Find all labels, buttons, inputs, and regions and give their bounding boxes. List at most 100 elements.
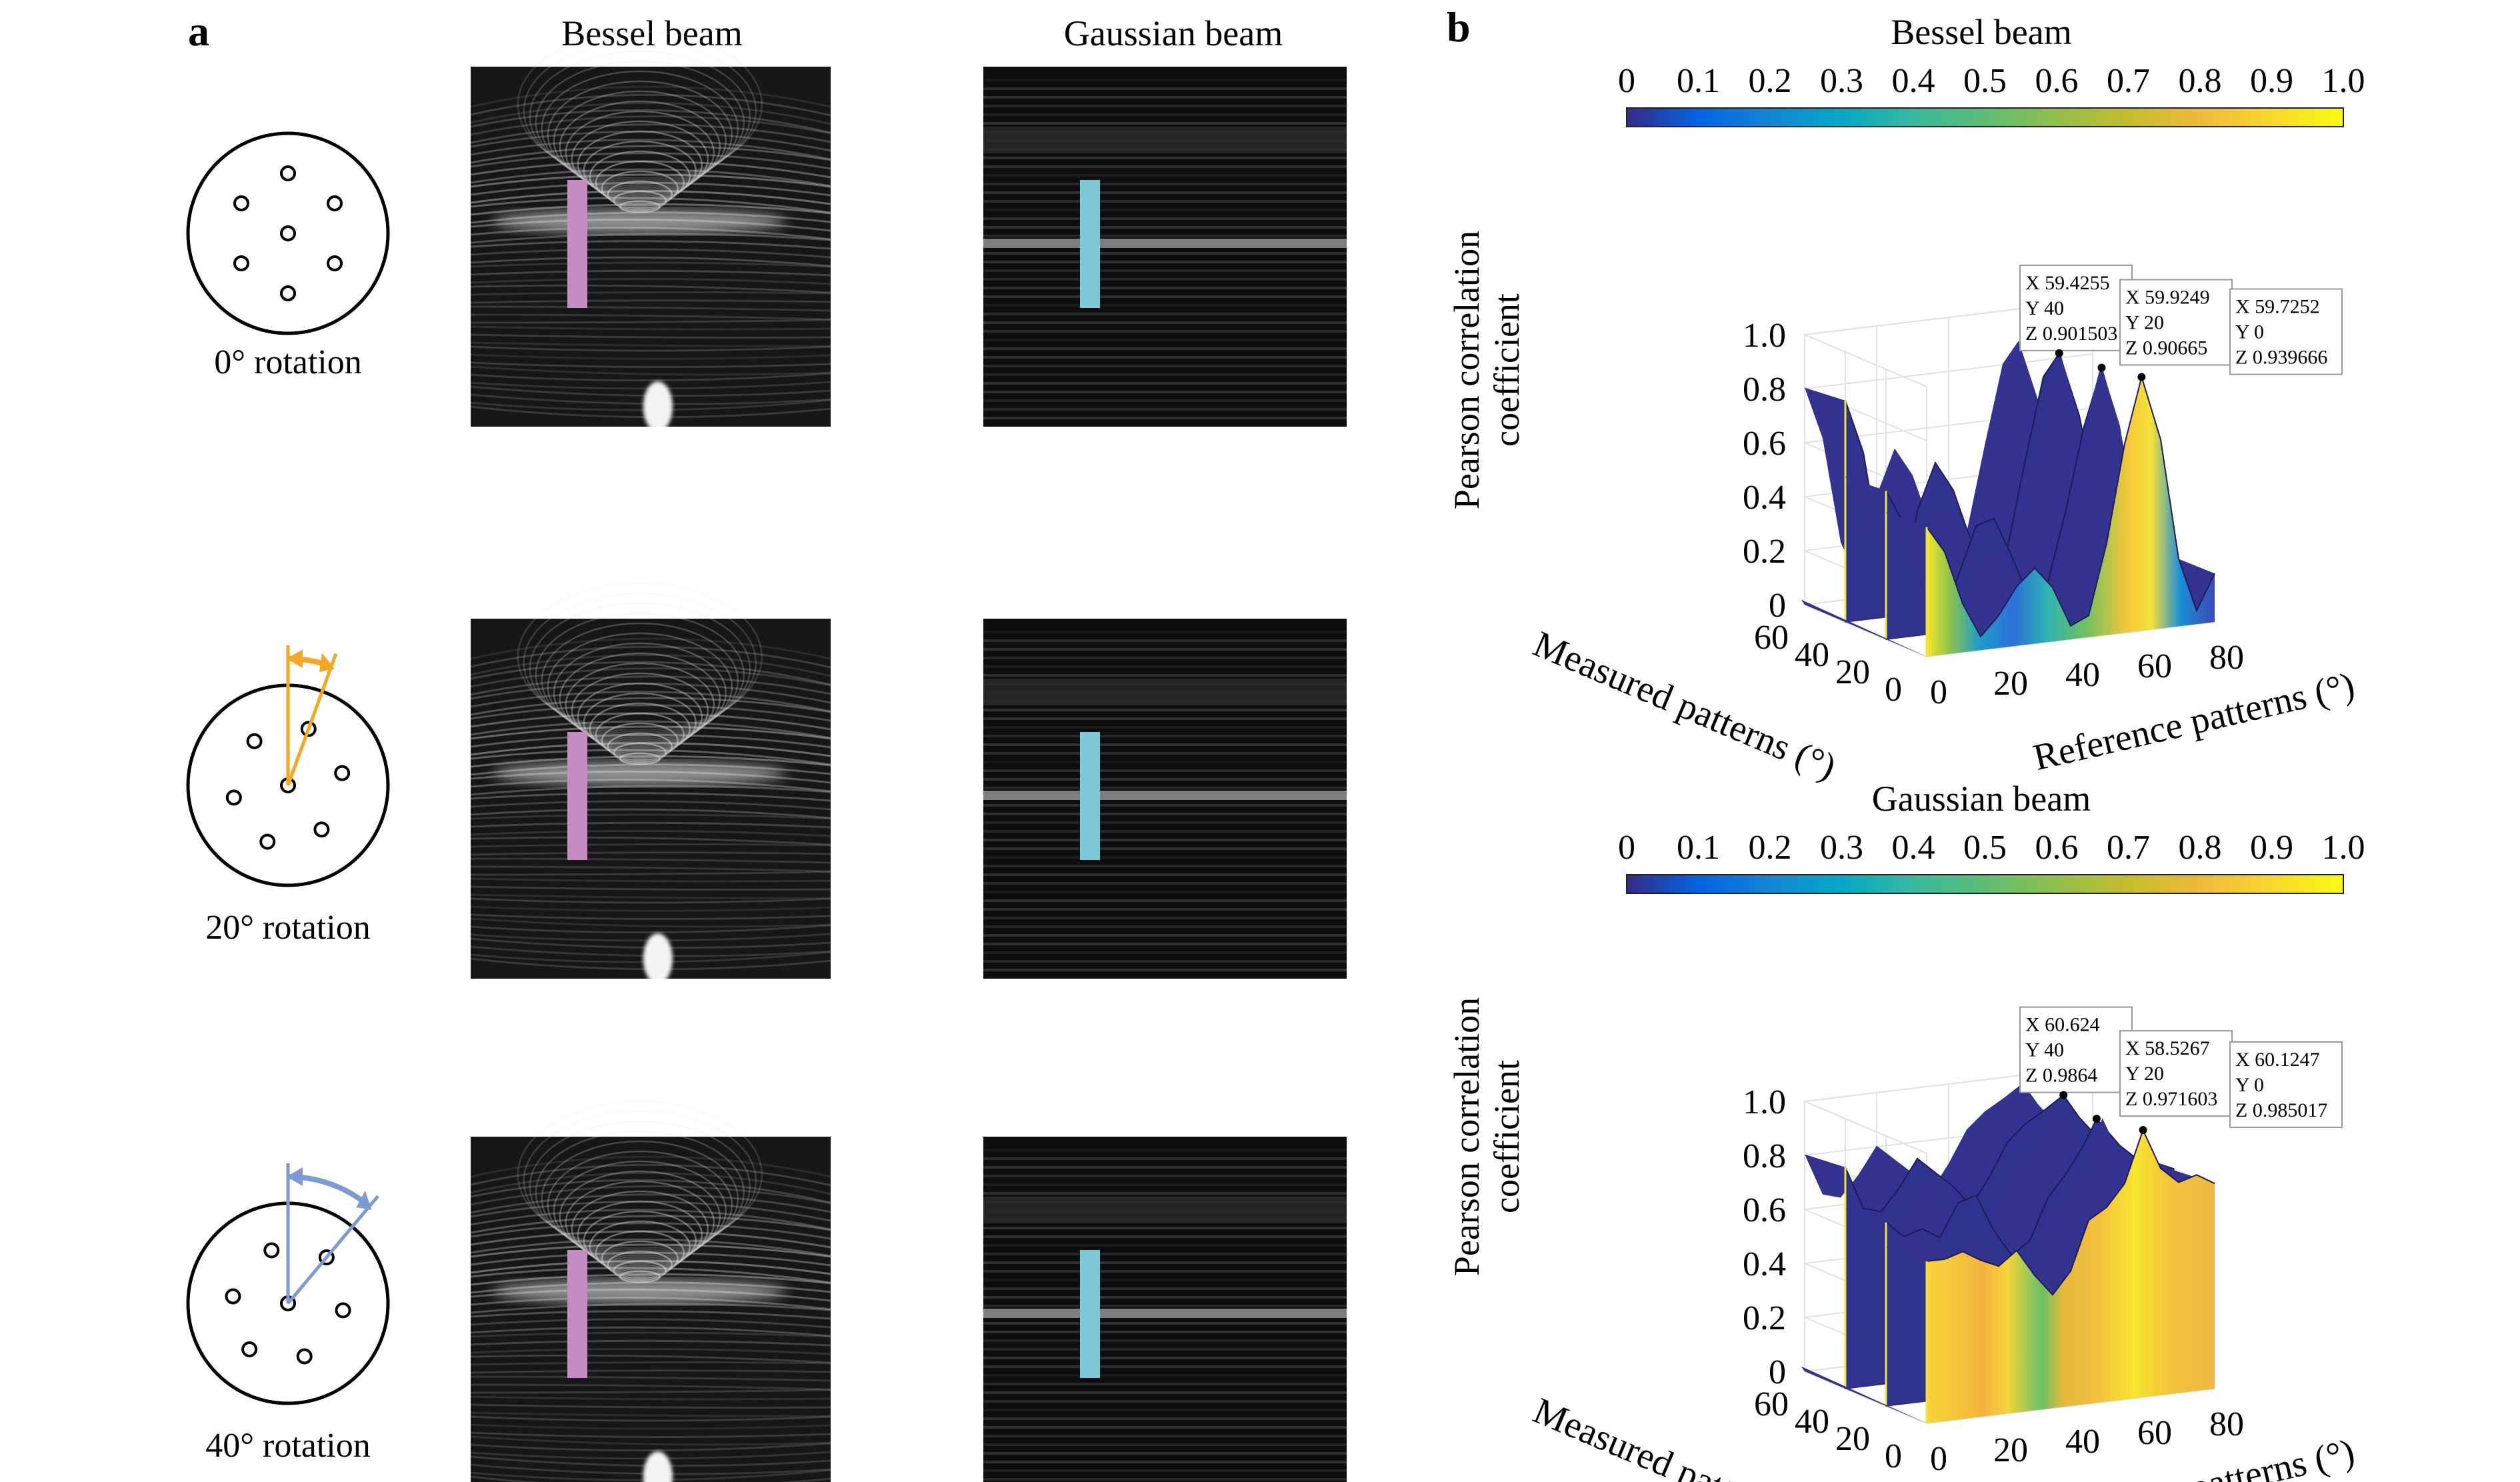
fringe [470,885,831,891]
fringe [470,1267,831,1284]
z-tick-label: 0.6 [1743,1191,1786,1229]
datatip: X 60.624 Y 40 Z 0.9864 [2019,1006,2133,1099]
fringe [470,1243,831,1258]
fringe [470,1361,831,1366]
fringe [470,1383,831,1391]
datatip-x: X 59.7252 [2235,295,2320,317]
ring [601,1240,679,1277]
colorbar-tick-label: 0.8 [2179,62,2222,100]
fringe [470,821,831,829]
datatip-y: Y 20 [2125,1063,2164,1085]
fringe [470,1423,831,1430]
x-tick-label: 0 [1930,673,1947,711]
fringe [470,733,831,749]
dark-stripe [983,1197,1347,1223]
y-tick-label: 0 [1885,1437,1902,1475]
bright-stripe [983,1309,1347,1318]
datatip-z: Z 0.9864 [2025,1065,2097,1087]
x-tick-label: 20 [1993,1431,2028,1469]
fringe [470,905,831,912]
fringe [470,857,831,864]
ring [589,150,691,203]
fringe [470,160,831,179]
y-tick-label: 20 [1835,653,1870,691]
datatip-x: X 60.1247 [2235,1049,2320,1071]
fringe [470,353,831,360]
fringe [470,333,831,339]
ring [535,612,745,737]
datatip-z: Z 0.971603 [2125,1088,2217,1110]
ring [535,60,745,185]
fringe [470,341,831,347]
z-axis-label-line: Pearson correlation [1447,997,1487,1276]
scatterer-dot [233,195,249,211]
floor-edge [1801,599,1927,657]
fringe [470,1326,831,1337]
rotation-label: 20° rotation [205,909,371,947]
fringe [470,712,831,731]
ring [523,40,757,181]
rotation-row: 40° rotation [186,1100,1347,1482]
scatterer-dot [280,225,296,241]
fringe [470,1331,831,1338]
ring [565,1180,715,1265]
fringe [470,1273,831,1286]
fringe [470,720,831,739]
fringe [470,269,831,277]
fringe [470,682,831,704]
colorbar-tick-label: 0.5 [1963,62,2007,100]
datatip-marker [2092,1115,2101,1123]
ring [607,1250,673,1279]
grid-line [1802,299,2093,387]
fringe [470,836,831,846]
ring [523,592,757,733]
rotation-rows: 0° rotation 20° rotation 40° rotation [186,30,1347,1482]
z-tick-label: 0.4 [1743,1245,1786,1283]
fringe [470,1403,831,1409]
fringe [470,851,831,856]
fringe [470,1389,831,1394]
fringe [470,145,831,164]
fringe [470,168,831,187]
fringe [470,1310,831,1320]
fringe [470,917,831,928]
y-tick-label: 40 [1795,1403,1829,1441]
fringe [470,372,831,382]
fringe [470,1179,831,1204]
z-axis-label: Pearson correlationcoefficient [1447,231,1527,509]
ring [547,80,733,189]
bright-spot [643,933,673,984]
bessel-speckle-image [470,1100,831,1482]
datatip-z: Z 0.985017 [2235,1099,2327,1121]
fringe [470,808,831,819]
image-background [471,1137,831,1482]
rotated-line [286,653,338,786]
colorbar-tick-label: 0.1 [1677,829,1720,867]
fringe [470,173,831,188]
datatip-y: Y 20 [2125,312,2164,334]
z-tick-label: 0.2 [1743,1299,1786,1337]
colorbar-tick-label: 0.7 [2107,62,2150,100]
fringe [470,697,831,716]
series-line [1926,1128,2215,1296]
floor-edge [1801,1366,1927,1423]
colorbar-tick-label: 0.1 [1677,62,1720,100]
fringe [470,749,831,766]
scatterer-dot [280,285,296,301]
bessel-surface-chart: Bessel beam 0 0.1 0.2 0.3 0.4 0.5 0.6 0.7 0.8 0.9 1… [1447,12,2365,788]
x-tick-label: 60 [2137,647,2172,685]
dark-stripe [983,679,1347,705]
datatip-box [2119,279,2233,366]
ring [577,1200,703,1269]
fringe [470,1318,831,1329]
z-tick-label: 0.6 [1743,425,1786,463]
fringe [470,1303,831,1314]
fringe [470,755,831,768]
fringe [470,742,831,757]
fringe [470,115,831,136]
fringe [470,248,831,259]
fringe [470,913,831,921]
chart-title: Gaussian beam [1872,779,2091,819]
ring [529,602,751,735]
ring [565,110,715,195]
